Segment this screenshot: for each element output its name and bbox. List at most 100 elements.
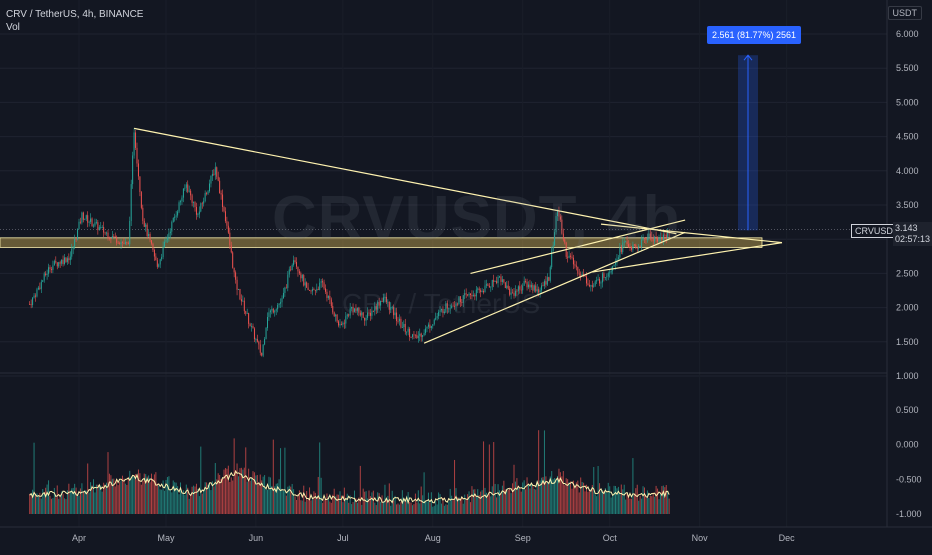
volume-bar — [56, 485, 58, 514]
candle-body — [97, 222, 99, 231]
volume-tick-label: -0.500 — [896, 474, 922, 484]
measure-label[interactable]: 2.561 (81.77%) 2561 — [707, 26, 802, 44]
volume-bar — [578, 492, 580, 514]
price-tick-label: 4.000 — [896, 166, 919, 176]
volume-bar — [65, 499, 67, 514]
wedge-upper-line — [600, 223, 783, 244]
candle-body — [91, 218, 93, 227]
volume-bar — [622, 489, 624, 514]
volume-bar — [365, 491, 367, 514]
volume-bar — [268, 476, 270, 514]
candle-body — [355, 308, 357, 311]
volume-bar — [542, 477, 544, 514]
volume-bar — [658, 499, 660, 514]
volume-bar — [506, 488, 508, 514]
candle-body — [206, 193, 208, 194]
volume-bar — [625, 499, 627, 514]
candle-body — [307, 287, 309, 291]
candle-body — [226, 221, 228, 226]
volume-bar — [454, 459, 456, 514]
candle-body — [152, 243, 154, 251]
volume-bar — [291, 483, 293, 514]
volume-bar — [649, 495, 651, 514]
volume-bar — [519, 488, 521, 514]
volume-bar — [335, 496, 337, 514]
candle-body — [107, 232, 109, 239]
volume-bar — [413, 504, 415, 514]
volume-bar — [159, 489, 161, 514]
volume-bar — [166, 477, 168, 514]
candle-body — [580, 274, 582, 276]
candle-body — [298, 271, 300, 274]
candle-body — [235, 272, 237, 280]
candle-body — [342, 322, 344, 325]
volume-bar — [377, 492, 379, 514]
candle-body — [227, 225, 229, 233]
volume-bar — [635, 488, 637, 514]
volume-bar — [332, 494, 334, 514]
volume-bar — [410, 502, 412, 514]
volume-bar — [455, 488, 457, 514]
candle-body — [661, 237, 663, 240]
symbol-title[interactable]: CRV / TetherUS, 4h, BINANCE — [6, 9, 144, 20]
candle-body — [574, 264, 576, 266]
volume-bar — [177, 486, 179, 514]
candle-body — [50, 268, 52, 270]
candle-body — [358, 307, 360, 313]
candle-body — [317, 288, 319, 290]
volume-bar — [583, 482, 585, 514]
volume-bar — [529, 488, 531, 514]
volume-bar — [124, 483, 126, 514]
channel-lower-line — [423, 231, 686, 344]
candle-body — [213, 173, 215, 175]
candle-body — [552, 245, 554, 251]
volume-bar — [84, 489, 86, 514]
volume-bar — [161, 489, 163, 514]
candle-body — [406, 331, 408, 333]
candle-body — [309, 290, 311, 291]
candle-body — [396, 312, 398, 321]
volume-bar — [251, 477, 253, 514]
volume-bar — [487, 493, 489, 514]
candle-body — [530, 284, 532, 288]
candle-body — [85, 215, 87, 219]
candle-body — [606, 276, 608, 278]
candle-body — [584, 275, 586, 277]
volume-bar — [339, 491, 341, 514]
candle-body — [335, 314, 337, 317]
volume-bar — [484, 487, 486, 514]
currency-button[interactable]: USDT — [887, 6, 922, 20]
candle-body — [151, 240, 152, 244]
candle-body — [622, 242, 624, 253]
volume-bar — [623, 484, 625, 514]
candle-body — [496, 281, 498, 284]
candle-body — [454, 305, 456, 307]
volume-tick-label: 0.500 — [896, 405, 919, 415]
candle-body — [175, 215, 177, 217]
volume-bar — [201, 493, 203, 514]
volume-bar — [381, 495, 383, 514]
volume-bar — [438, 492, 440, 514]
candle-body — [519, 286, 521, 290]
candle-body — [423, 333, 425, 336]
volume-bar — [293, 489, 295, 514]
candle-body — [290, 269, 292, 271]
candle-body — [387, 301, 389, 303]
candle-body — [72, 246, 74, 249]
volume-bar — [278, 479, 280, 514]
volume-bar — [449, 488, 451, 514]
volume-bar — [606, 493, 608, 514]
volume-bar — [523, 480, 525, 514]
volume-bar — [151, 473, 152, 514]
volume-bar — [229, 482, 231, 514]
volume-bar — [435, 501, 437, 514]
candle-body — [590, 285, 592, 287]
volume-bar — [612, 493, 614, 514]
candle-body — [398, 318, 400, 322]
candle-body — [433, 319, 435, 325]
volume-bar — [565, 478, 567, 514]
indicator-label[interactable]: Vol — [6, 22, 20, 33]
volume-bar — [620, 484, 622, 514]
